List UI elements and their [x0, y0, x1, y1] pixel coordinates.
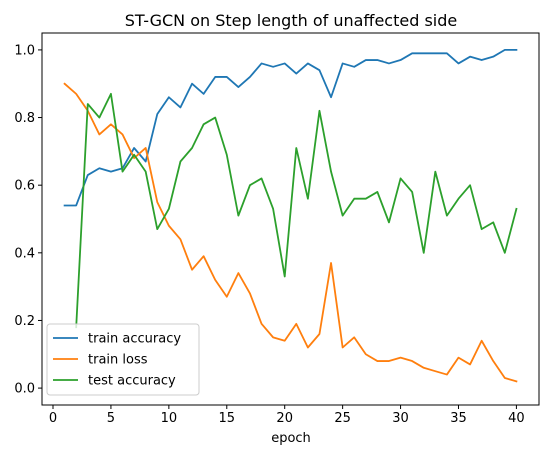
- legend-label-test-accuracy: test accuracy: [88, 374, 176, 389]
- x-tick-label: 25: [334, 411, 351, 426]
- y-tick-label: 0.6: [14, 179, 35, 194]
- x-tick-label: 5: [107, 411, 115, 426]
- y-axis-ticks: 0.0 0.2 0.4 0.6 0.8 1.0: [14, 43, 42, 397]
- y-tick-label: 1.0: [14, 43, 35, 58]
- y-tick-label: 0.0: [14, 382, 35, 397]
- x-axis-ticks: 0 5 10 15 20 25 30 35 40: [49, 405, 525, 426]
- x-tick-label: 35: [450, 411, 467, 426]
- y-tick-label: 0.4: [14, 246, 35, 261]
- x-tick-label: 0: [49, 411, 57, 426]
- legend: train accuracy train loss test accuracy: [46, 323, 200, 396]
- y-tick-label: 0.2: [14, 314, 35, 329]
- plot-frame: [41, 32, 540, 406]
- series-line-train-loss: [63, 82, 518, 383]
- x-tick-label: 30: [392, 411, 409, 426]
- legend-label-train-accuracy: train accuracy: [88, 332, 181, 347]
- chart-title: ST-GCN on Step length of unaffected side: [125, 11, 457, 30]
- x-tick-label: 40: [508, 411, 525, 426]
- series-line-train-accuracy: [63, 49, 518, 207]
- x-tick-label: 20: [276, 411, 293, 426]
- x-tick-label: 10: [161, 411, 178, 426]
- series-line-test-accuracy: [75, 92, 518, 329]
- x-tick-label: 15: [219, 411, 236, 426]
- x-axis-label: epoch: [271, 431, 311, 446]
- series-layer: [63, 49, 518, 383]
- legend-label-train-loss: train loss: [88, 353, 148, 368]
- legend-box: [46, 323, 200, 396]
- y-tick-label: 0.8: [14, 111, 35, 126]
